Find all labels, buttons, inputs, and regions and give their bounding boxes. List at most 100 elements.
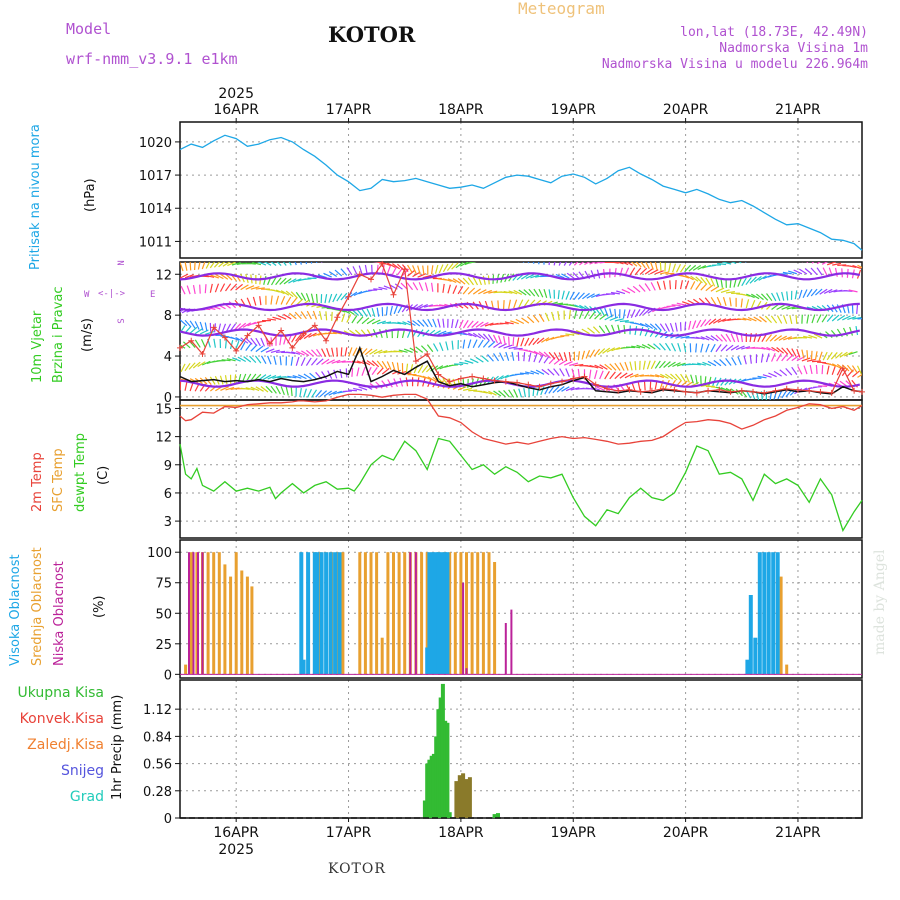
- wind-barb: [574, 363, 584, 367]
- wind-barb: [256, 320, 267, 323]
- wind-barb: [502, 300, 505, 310]
- wind-barb: [813, 386, 823, 388]
- wind-barb: [851, 365, 858, 374]
- cloud-bar: [397, 552, 401, 675]
- wind-barb: [237, 356, 247, 363]
- wind-barb: [425, 365, 434, 373]
- wind-barb: [619, 362, 625, 371]
- wind-barb: [194, 262, 196, 271]
- wind-barb: [537, 262, 540, 265]
- wind-barb: [485, 259, 494, 261]
- wind-barb: [581, 328, 590, 335]
- wind-barb: [442, 278, 452, 282]
- wind-barb: [331, 311, 333, 321]
- wind-barb: [483, 289, 493, 295]
- wind-barb: [260, 355, 267, 364]
- wind-barb: [831, 366, 836, 375]
- wind-barb: [654, 323, 662, 331]
- wind-barb: [720, 387, 730, 392]
- wind-barb: [505, 351, 510, 361]
- wind-barb: [513, 289, 523, 295]
- wind-gust-marker: [446, 378, 453, 385]
- wind-barb: [477, 339, 484, 348]
- wind-gust-marker: [289, 344, 296, 351]
- wind-gust-marker: [727, 388, 734, 395]
- wind-barb: [725, 291, 735, 294]
- cloud-bar: [420, 552, 424, 675]
- cloud-bar: [414, 552, 417, 675]
- wind-barb: [361, 366, 366, 376]
- wind-barb: [288, 278, 297, 284]
- wind-barb: [386, 265, 391, 275]
- wind-barb: [742, 317, 752, 321]
- panel-frame: [179, 679, 863, 819]
- wind-barb: [285, 290, 294, 298]
- wind-barb: [666, 305, 676, 308]
- cloud-bar: [333, 552, 338, 675]
- wind-barb: [264, 262, 272, 266]
- cloud-bar: [403, 552, 407, 675]
- wind-barb: [511, 351, 515, 361]
- wind-barb: [826, 314, 834, 322]
- wind-barb: [366, 318, 375, 325]
- wind-barb: [830, 352, 838, 360]
- wind-barb: [810, 267, 818, 276]
- wind-barb: [184, 319, 192, 328]
- wind-barb: [503, 344, 513, 349]
- wind-gust-marker: [783, 385, 790, 392]
- wind-barb: [647, 343, 656, 350]
- wind-barb: [599, 370, 604, 380]
- cloud-bar: [425, 552, 429, 675]
- wind-barb: [735, 388, 743, 397]
- wind-barb: [358, 386, 368, 391]
- wind-barb: [226, 358, 236, 362]
- wind-barb: [646, 360, 651, 370]
- wind-barb: [235, 283, 243, 291]
- wind-barb: [642, 360, 646, 370]
- wind-barb: [333, 390, 342, 395]
- wind-barb: [747, 316, 757, 322]
- wind-barb: [267, 355, 272, 365]
- wind-barb: [674, 280, 677, 290]
- wind-barb: [793, 269, 803, 275]
- wind-barb: [290, 387, 293, 397]
- wind-barb: [508, 290, 518, 295]
- wind-barb: [856, 365, 862, 375]
- wind-barb: [787, 252, 788, 261]
- wind-barb: [432, 343, 439, 352]
- cloud-bar: [250, 586, 254, 675]
- wind-barb: [381, 380, 388, 389]
- wind-gust-marker: [750, 388, 757, 395]
- wind-barb: [650, 360, 656, 370]
- wind-barb: [634, 361, 637, 371]
- wind-barb: [563, 262, 567, 266]
- wind-barb: [778, 335, 788, 341]
- wind-barb: [781, 389, 788, 399]
- wind-barb: [573, 262, 579, 266]
- wind-barb: [446, 263, 454, 271]
- wind-barb: [557, 311, 560, 321]
- wind-barb: [700, 336, 710, 341]
- wind-barb: [213, 262, 221, 268]
- wind-barb: [283, 278, 292, 285]
- wind-barb: [559, 368, 565, 377]
- wind-barb: [184, 381, 188, 391]
- wind-barb: [402, 321, 412, 326]
- wind-barb: [356, 308, 364, 317]
- wind-barb: [458, 319, 464, 329]
- wind-barb: [213, 338, 216, 348]
- wind-barb: [184, 274, 194, 279]
- precip-bar: [422, 800, 427, 818]
- wind-barb: [606, 347, 616, 353]
- wind-barb: [639, 322, 649, 328]
- cloud-bar: [197, 552, 199, 675]
- wind-barb: [377, 320, 386, 325]
- wind-barb: [393, 350, 403, 353]
- cloud-bar: [445, 552, 450, 675]
- wind-barb: [291, 334, 297, 343]
- wind-barb: [758, 275, 767, 281]
- wind-barb: [801, 357, 811, 362]
- wind-barb: [323, 390, 333, 397]
- wind-barb: [221, 323, 227, 333]
- wind-barb: [303, 332, 312, 340]
